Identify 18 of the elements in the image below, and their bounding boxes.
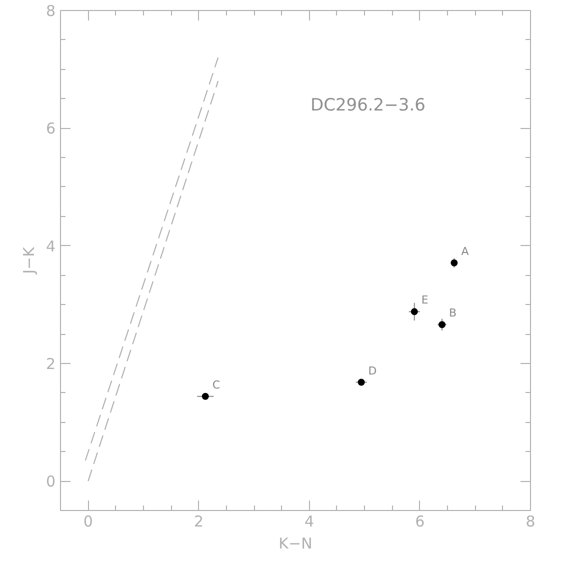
x-tick-label: 4 — [304, 512, 314, 530]
y-tick-label: 0 — [46, 472, 56, 491]
y-tick-label: 2 — [46, 354, 56, 373]
annotation: C — [212, 378, 220, 392]
annotation: DC296.2−3.6 — [310, 96, 426, 116]
annotation: E — [421, 294, 428, 307]
x-tick-label: 8 — [526, 512, 536, 530]
annotation: A — [461, 244, 470, 258]
x-axis-title: K−N — [278, 534, 312, 552]
y-tick-label: 8 — [46, 2, 56, 20]
annotation: B — [449, 306, 457, 320]
y-tick-label: 6 — [46, 120, 56, 138]
x-tick-label: 2 — [194, 512, 204, 530]
x-tick-label: 0 — [83, 512, 93, 530]
x-tick-label: 6 — [415, 512, 425, 530]
annotation: D — [368, 364, 377, 378]
y-axis-title: J−K — [20, 246, 38, 275]
y-tick-label: 4 — [46, 237, 56, 256]
